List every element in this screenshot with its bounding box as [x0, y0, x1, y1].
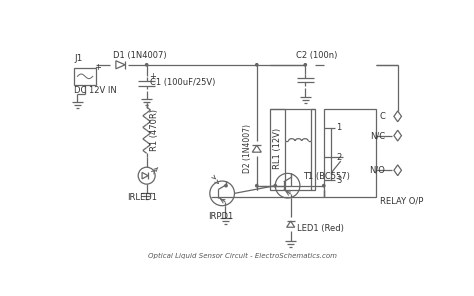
Bar [270, 109, 315, 189]
Text: Optical Liquid Sensor Circuit - ElectroSchematics.com: Optical Liquid Sensor Circuit - ElectroS… [148, 253, 337, 259]
Bar [324, 109, 376, 197]
Text: RL1 (12V): RL1 (12V) [273, 128, 282, 169]
Text: T1 (BC557): T1 (BC557) [303, 172, 350, 181]
Text: D2 (1N4007): D2 (1N4007) [243, 124, 252, 173]
Text: D1 (1N4007): D1 (1N4007) [113, 51, 166, 60]
Text: N/O: N/O [370, 166, 385, 175]
Text: C2 (100n): C2 (100n) [296, 51, 337, 60]
Text: C1 (100uF/25V): C1 (100uF/25V) [150, 78, 215, 87]
Text: R1 (470R): R1 (470R) [150, 109, 159, 151]
Circle shape [323, 184, 325, 187]
Text: DC 12V IN: DC 12V IN [74, 86, 117, 95]
Circle shape [274, 184, 276, 187]
Text: 1: 1 [336, 123, 341, 132]
Text: 2: 2 [336, 153, 341, 162]
Text: RELAY O/P: RELAY O/P [380, 197, 423, 205]
Text: IRLED1: IRLED1 [128, 193, 157, 202]
Circle shape [146, 64, 148, 66]
Text: N/C: N/C [370, 131, 385, 140]
Text: 3: 3 [336, 176, 341, 185]
Bar [74, 68, 96, 85]
Circle shape [304, 64, 307, 66]
Circle shape [255, 184, 258, 187]
Text: J1: J1 [74, 54, 82, 63]
Circle shape [255, 64, 258, 66]
Text: +: + [94, 62, 101, 72]
Text: +: + [149, 72, 156, 81]
Text: IRPD1: IRPD1 [208, 212, 234, 221]
Circle shape [225, 184, 227, 187]
Text: C: C [380, 112, 385, 121]
Text: LED1 (Red): LED1 (Red) [297, 223, 344, 233]
